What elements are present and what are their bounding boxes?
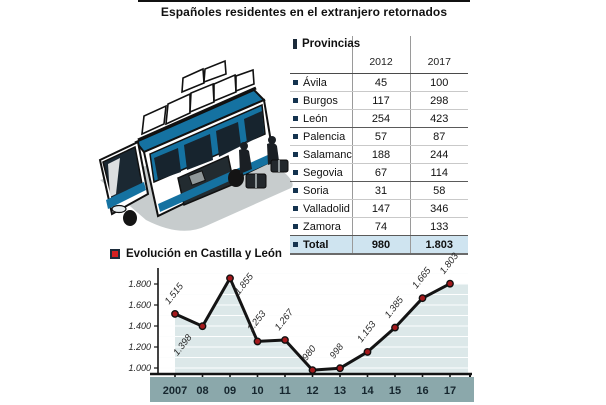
value-2012: 45 <box>351 73 410 92</box>
value-2012: 117 <box>351 91 410 110</box>
value-2012: 147 <box>351 199 410 218</box>
y-tick-label: 1.800 <box>128 279 151 289</box>
province-name: Segovia <box>303 166 343 179</box>
value-2017: 114 <box>409 163 468 182</box>
x-tick-label: 15 <box>389 385 401 397</box>
province-name: Zamora <box>303 220 341 233</box>
provinces-table: Provincias 2012 2017 Ávila 45 100 Burgos 117… <box>290 36 468 255</box>
table-legend-label: Provincias <box>302 38 361 50</box>
province-name: León <box>303 112 328 125</box>
table-row: Valladolid 147 346 <box>290 199 468 218</box>
navy-square-bullet-icon <box>293 79 298 85</box>
table-row: Ávila 45 100 <box>290 73 468 92</box>
x-tick-label: 09 <box>224 385 236 397</box>
value-2017: 58 <box>409 181 468 200</box>
total-2017: 1.803 <box>409 235 468 255</box>
point-label: 1.855 <box>233 271 257 297</box>
y-tick-label: 1.000 <box>128 363 151 373</box>
point-label: 1.515 <box>163 281 187 307</box>
point-label: 1.385 <box>383 294 407 320</box>
chart-title: Evolución en Castilla y León <box>126 248 282 260</box>
x-axis-band <box>150 377 474 402</box>
table-row: Soria 31 58 <box>290 181 468 200</box>
table-total-row: Total 980 1.803 <box>290 235 468 255</box>
infographic-header: Españoles residentes en el extranjero re… <box>138 0 470 19</box>
red-square-bullet-icon <box>293 39 297 49</box>
value-2017: 133 <box>409 217 468 236</box>
data-markers <box>171 274 454 374</box>
table-row: Palencia 57 87 <box>290 127 468 146</box>
point-label: 1.665 <box>410 265 434 291</box>
chart-legend: Evolución en Castilla y León <box>110 248 282 260</box>
x-tick-label: 14 <box>361 385 374 397</box>
navy-square-bullet-icon <box>293 223 298 229</box>
x-tick-label: 13 <box>334 385 346 397</box>
point-label: 980 <box>300 343 319 363</box>
x-tick-label: 2007 <box>163 385 187 397</box>
province-name: Salamanca <box>303 148 352 161</box>
point-label: 1.398 <box>171 332 195 358</box>
province-name: Ávila <box>303 76 327 89</box>
value-2012: 57 <box>351 127 410 146</box>
value-2012: 188 <box>351 145 410 164</box>
red-square-bullet-icon <box>110 249 120 259</box>
data-line <box>173 276 452 372</box>
passengers <box>239 136 289 189</box>
x-tick-label: 11 <box>279 385 291 397</box>
value-2017: 298 <box>409 91 468 110</box>
navy-square-bullet-icon <box>293 133 298 139</box>
column-header-2012: 2012 <box>351 36 410 74</box>
value-2017: 244 <box>409 145 468 164</box>
y-tick-label: 1.600 <box>128 300 151 310</box>
point-label: 1.153 <box>355 319 379 345</box>
navy-square-bullet-icon <box>293 97 298 103</box>
page-title: Españoles residentes en el extranjero re… <box>160 5 448 19</box>
value-2017: 423 <box>409 109 468 128</box>
province-name: Burgos <box>303 94 338 107</box>
value-2012: 31 <box>351 181 410 200</box>
point-label: 998 <box>328 341 347 361</box>
x-tick-label: 16 <box>416 385 428 397</box>
province-name: Valladolid <box>303 202 350 215</box>
province-name: Palencia <box>303 130 346 143</box>
value-2017: 346 <box>409 199 468 218</box>
navy-square-bullet-icon <box>293 241 298 247</box>
x-tick-label: 10 <box>251 385 263 397</box>
navy-square-bullet-icon <box>293 151 298 157</box>
table-row: León 254 423 <box>290 109 468 128</box>
table-row: Zamora 74 133 <box>290 217 468 236</box>
point-label: 1.267 <box>273 307 297 333</box>
navy-square-bullet-icon <box>293 169 298 175</box>
navy-square-bullet-icon <box>293 187 298 193</box>
table-header-row: Provincias 2012 2017 <box>290 36 468 74</box>
value-2012: 74 <box>351 217 410 236</box>
table-body: Provincias 2012 2017 Ávila 45 100 Burgos 117… <box>290 36 468 255</box>
y-tick-label: 1.200 <box>128 342 151 352</box>
gridlines-white <box>158 273 468 369</box>
navy-square-bullet-icon <box>293 205 298 211</box>
table-row: Segovia 67 114 <box>290 163 468 182</box>
value-2017: 100 <box>409 73 468 92</box>
x-tick-label: 12 <box>306 385 318 397</box>
y-tick-label: 1.400 <box>128 321 151 331</box>
point-label: 1.253 <box>245 308 269 334</box>
roof-luggage <box>141 59 255 136</box>
value-2017: 87 <box>409 127 468 146</box>
total-label: Total <box>303 238 329 251</box>
table-row: Salamanca188244 <box>290 145 468 164</box>
gridlines-gray <box>158 273 468 369</box>
table-row: Burgos 117 298 <box>290 91 468 110</box>
x-tick-label: 08 <box>196 385 208 397</box>
x-tick-label: 17 <box>444 385 456 397</box>
value-2012: 254 <box>351 109 410 128</box>
total-2012: 980 <box>351 235 410 255</box>
value-2012: 67 <box>351 163 410 182</box>
area-fill <box>175 278 468 374</box>
navy-square-bullet-icon <box>293 115 298 121</box>
province-name: Soria <box>303 184 329 197</box>
column-header-2017: 2017 <box>409 36 468 74</box>
bus-illustration <box>98 59 293 231</box>
